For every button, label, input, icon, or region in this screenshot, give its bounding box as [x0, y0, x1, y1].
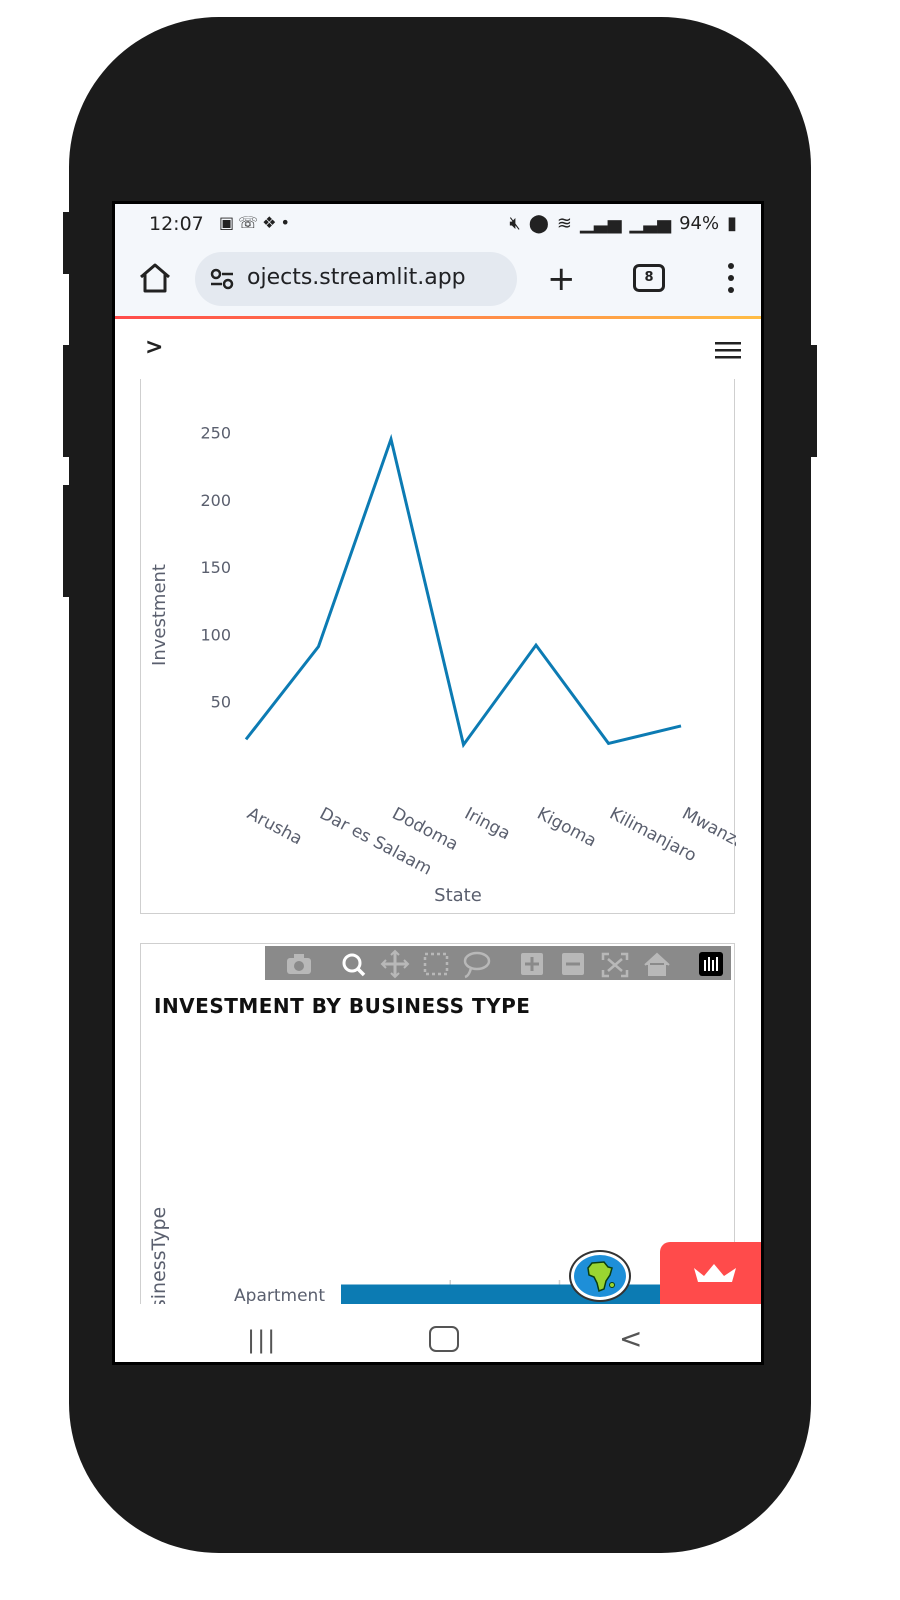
- status-time: 12:07: [149, 213, 204, 235]
- hamburger-menu-icon[interactable]: [715, 341, 741, 359]
- y-tick-label: 100: [200, 625, 231, 644]
- africa-logo-button[interactable]: [571, 1252, 629, 1300]
- wifi-icon: ≋: [556, 213, 573, 234]
- bar-chart-title: INVESTMENT BY BUSINESS TYPE: [154, 994, 531, 1018]
- volume-button: [63, 345, 71, 457]
- box-select-icon[interactable]: [423, 952, 449, 976]
- y-tick-label: 200: [200, 491, 231, 510]
- bar-category-label: Apartment: [234, 1286, 325, 1306]
- dot-icon: •: [280, 213, 294, 232]
- battery-icon: ▮: [727, 213, 737, 234]
- x-tick-label: Kigoma: [534, 804, 600, 852]
- new-tab-icon[interactable]: +: [547, 259, 576, 299]
- android-nav-bar: ||| <: [115, 1304, 761, 1362]
- reset-axes-icon[interactable]: [644, 952, 670, 976]
- line-chart-card: Investment State 50 100 150 200 250 Arusha Da…: [140, 379, 749, 914]
- recents-icon[interactable]: |||: [247, 1326, 278, 1354]
- signal-icon: ▁▃▅: [580, 213, 622, 234]
- back-icon[interactable]: <: [619, 1322, 643, 1355]
- y-tick-label: 250: [200, 423, 231, 442]
- power-button: [809, 345, 817, 457]
- volume-button: [63, 212, 71, 274]
- more-menu-icon[interactable]: [721, 260, 741, 296]
- system-icons: 🔇︎ ⬤ ≋ ▁▃▅ ▁▃▅ 94% ▮: [509, 213, 737, 234]
- autoscale-icon[interactable]: [601, 952, 629, 978]
- zoom-in-icon[interactable]: [521, 953, 543, 975]
- bar-chart[interactable]: ApartmentFarmingOffice BldgHospitalityRe…: [141, 944, 735, 1363]
- y-axis-title: Investment: [149, 564, 170, 666]
- crown-icon: [694, 1264, 736, 1282]
- x-axis-title: State: [434, 885, 482, 906]
- pan-icon[interactable]: [380, 949, 410, 979]
- x-tick-label: Iringa: [461, 804, 513, 845]
- app-header: >: [115, 319, 761, 379]
- zoom-out-icon[interactable]: [562, 953, 584, 975]
- line-series[interactable]: [244, 433, 682, 749]
- bar-y-axis-title: usinessType: [148, 1207, 170, 1321]
- sidebar-expand-icon[interactable]: >: [145, 335, 164, 360]
- url-text[interactable]: ojects.streamlit.app: [247, 265, 466, 290]
- plotly-modebar: [265, 946, 731, 980]
- camera-icon[interactable]: [287, 954, 311, 974]
- phone-screen: 12:07 ▣☏❖• 🔇︎ ⬤ ≋ ▁▃▅ ▁▃▅ 94% ▮ ojects.s…: [112, 201, 764, 1365]
- battery-percent: 94%: [679, 213, 720, 234]
- signal-icon: ▁▃▅: [629, 213, 672, 234]
- status-bar: 12:07 ▣☏❖• 🔇︎ ⬤ ≋ ▁▃▅ ▁▃▅ 94% ▮: [115, 204, 761, 244]
- home-icon[interactable]: [137, 260, 173, 296]
- streamlit-accent-line: [115, 316, 761, 319]
- missed-call-icon: ☏: [238, 213, 263, 232]
- y-tick-label: 150: [200, 558, 231, 577]
- volume-button: [63, 485, 71, 597]
- site-settings-icon[interactable]: [209, 268, 235, 290]
- bar[interactable]: [341, 1284, 713, 1306]
- y-tick-label: 50: [211, 693, 231, 712]
- address-bar[interactable]: ojects.streamlit.app: [195, 252, 517, 306]
- browser-toolbar: ojects.streamlit.app + 8: [115, 244, 761, 316]
- streamlit-badge-button[interactable]: [660, 1242, 761, 1306]
- mute-icon: 🔇︎: [509, 213, 521, 234]
- plotly-logo-icon[interactable]: [699, 952, 723, 976]
- image-icon: ▣: [219, 213, 239, 232]
- lasso-select-icon[interactable]: [463, 951, 491, 979]
- tab-count-button[interactable]: 8: [633, 264, 665, 292]
- bar-chart-card: INVESTMENT BY BUSINESS TYPE ApartmentFar…: [140, 943, 735, 1363]
- x-tick-label: Arusha: [244, 804, 306, 850]
- nav-home-icon[interactable]: [429, 1326, 459, 1352]
- copilot-icon: ❖: [262, 213, 281, 232]
- location-icon: ⬤: [528, 213, 549, 234]
- notification-icons: ▣☏❖•: [219, 213, 294, 232]
- zoom-icon[interactable]: [342, 953, 366, 977]
